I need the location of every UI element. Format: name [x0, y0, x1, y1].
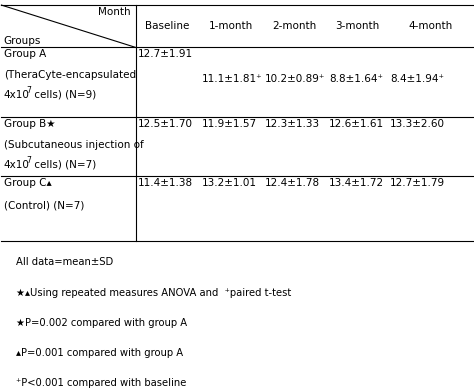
Text: Group A: Group A [4, 49, 46, 59]
Text: Groups: Groups [4, 36, 41, 46]
Text: cells) (N=9): cells) (N=9) [31, 90, 96, 100]
Text: Group B★: Group B★ [4, 119, 55, 129]
Text: 11.9±1.57: 11.9±1.57 [201, 119, 257, 129]
Text: (Subcutaneous injection of: (Subcutaneous injection of [4, 140, 144, 149]
Text: 13.3±2.60: 13.3±2.60 [390, 119, 445, 129]
Text: 11.4±1.38: 11.4±1.38 [138, 178, 193, 188]
Text: 3-month: 3-month [335, 21, 379, 31]
Text: ★P=0.002 compared with group A: ★P=0.002 compared with group A [16, 318, 187, 328]
Text: 7: 7 [26, 86, 31, 95]
Text: cells) (N=7): cells) (N=7) [31, 160, 96, 170]
Text: Month: Month [98, 7, 131, 17]
Text: (TheraCyte-encapsulated: (TheraCyte-encapsulated [4, 69, 136, 80]
Text: All data=mean±SD: All data=mean±SD [16, 257, 113, 267]
Text: 1-month: 1-month [209, 21, 253, 31]
Text: ▴P=0.001 compared with group A: ▴P=0.001 compared with group A [16, 348, 182, 358]
Text: 13.2±1.01: 13.2±1.01 [201, 178, 256, 188]
Text: ⁺P<0.001 compared with baseline: ⁺P<0.001 compared with baseline [16, 378, 186, 388]
Text: 4x10: 4x10 [4, 160, 29, 170]
Text: 12.7±1.79: 12.7±1.79 [390, 178, 445, 188]
Text: ★▴Using repeated measures ANOVA and  ⁺paired t-test: ★▴Using repeated measures ANOVA and ⁺pai… [16, 288, 291, 298]
Text: 12.5±1.70: 12.5±1.70 [138, 119, 193, 129]
Text: 2-month: 2-month [273, 21, 317, 31]
Text: 12.4±1.78: 12.4±1.78 [265, 178, 320, 188]
Text: 4-month: 4-month [408, 21, 452, 31]
Text: 10.2±0.89⁺: 10.2±0.89⁺ [265, 74, 326, 84]
Text: 11.1±1.81⁺: 11.1±1.81⁺ [201, 74, 262, 84]
Text: 4x10: 4x10 [4, 90, 29, 100]
Text: 12.3±1.33: 12.3±1.33 [265, 119, 320, 129]
Text: 8.8±1.64⁺: 8.8±1.64⁺ [329, 74, 383, 84]
Text: 13.4±1.72: 13.4±1.72 [329, 178, 384, 188]
Text: Baseline: Baseline [146, 21, 190, 31]
Text: 7: 7 [26, 156, 31, 165]
Text: 12.7±1.91: 12.7±1.91 [138, 49, 193, 59]
Text: (Control) (N=7): (Control) (N=7) [4, 200, 84, 210]
Text: Group C▴: Group C▴ [4, 178, 52, 188]
Text: 12.6±1.61: 12.6±1.61 [329, 119, 384, 129]
Text: 8.4±1.94⁺: 8.4±1.94⁺ [390, 74, 444, 84]
